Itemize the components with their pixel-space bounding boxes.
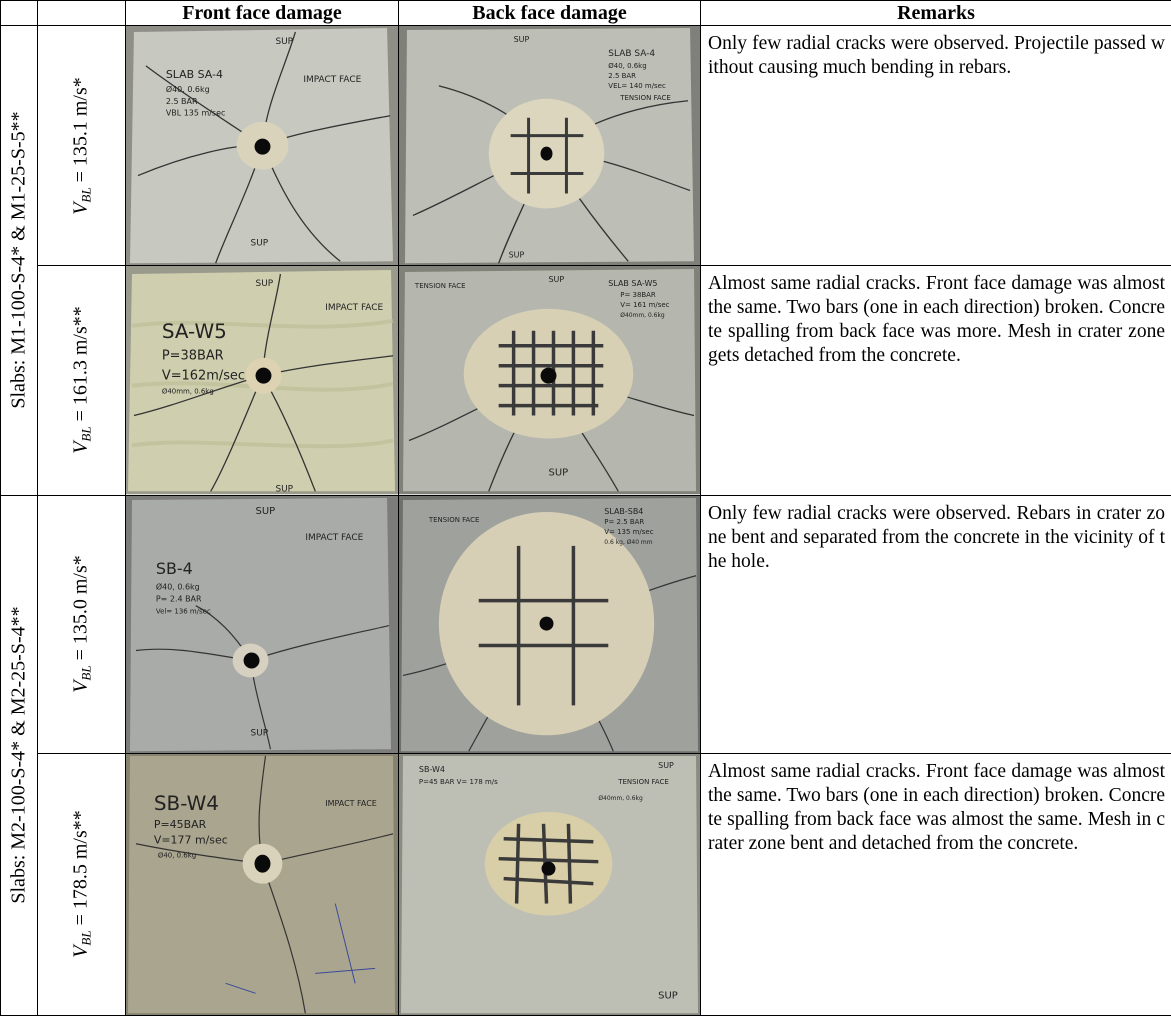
svg-text:P= 2.5 BAR: P= 2.5 BAR bbox=[604, 517, 644, 525]
svg-text:SB-W4: SB-W4 bbox=[154, 792, 219, 815]
remark-cell: Almost same radial cracks. Front face da… bbox=[700, 265, 1171, 496]
remark-cell: Only few radial cracks were observed. Re… bbox=[700, 494, 1171, 754]
front-face-photo: SLAB SA-4 Ø40, 0.6kg 2.5 BAR VBL 135 m/s… bbox=[126, 26, 398, 266]
table-row: VBL = 178.5 m/s** SB-W4 bbox=[1, 752, 1171, 1017]
svg-text:SA-W5: SA-W5 bbox=[162, 320, 227, 343]
svg-text:P=38BAR: P=38BAR bbox=[162, 349, 224, 364]
svg-text:TENSION FACE: TENSION FACE bbox=[414, 282, 466, 290]
svg-text:Ø40, 0.6kg: Ø40, 0.6kg bbox=[608, 62, 646, 70]
remark-cell: Almost same radial cracks. Front face da… bbox=[700, 752, 1171, 1017]
front-photo-cell: SB-4 Ø40, 0.6kg P= 2.4 BAR Vel= 136 m/se… bbox=[125, 494, 399, 754]
remark-cell: Only few radial cracks were observed. Pr… bbox=[700, 24, 1171, 267]
group-label: Slabs: M2-100-S-4* & M2-25-S-4** bbox=[7, 606, 30, 904]
back-face-photo: SLAB SA-4 Ø40, 0.6kg 2.5 BAR VEL= 140 m/… bbox=[399, 26, 700, 266]
group-label: Slabs: M1-100-S-4* & M1-25-S-5** bbox=[7, 111, 30, 409]
velocity-label: VBL = 161.3 m/s** bbox=[69, 306, 93, 455]
svg-text:SUP: SUP bbox=[256, 506, 276, 517]
svg-text:SUP: SUP bbox=[549, 468, 569, 479]
svg-text:Ø40mm, 0.6kg: Ø40mm, 0.6kg bbox=[620, 312, 665, 319]
back-photo-cell: SB-W4 P=45 BAR V= 178 m/s Ø40mm, 0.6kg S… bbox=[398, 752, 701, 1017]
svg-text:SUP: SUP bbox=[658, 761, 674, 770]
group-label-cell: Slabs: M1-100-S-4* & M1-25-S-5** bbox=[0, 25, 38, 496]
svg-text:SLAB SA-4: SLAB SA-4 bbox=[608, 49, 655, 59]
svg-text:0.6 kg, Ø40 mm: 0.6 kg, Ø40 mm bbox=[604, 538, 652, 545]
table-row: VBL = 161.3 m/s** bbox=[1, 265, 1171, 496]
back-photo-cell: SLAB-SB4 P= 2.5 BAR V= 135 m/sec 0.6 kg,… bbox=[398, 494, 701, 754]
svg-text:P=45 BAR V= 178 m/s: P=45 BAR V= 178 m/s bbox=[419, 778, 498, 786]
front-photo-cell: SB-W4 P=45BAR V=177 m/sec Ø40, 0.6kg IMP… bbox=[125, 752, 399, 1017]
back-face-photo: SLAB-SB4 P= 2.5 BAR V= 135 m/sec 0.6 kg,… bbox=[399, 495, 700, 753]
svg-text:2.5 BAR: 2.5 BAR bbox=[608, 72, 636, 80]
svg-text:IMPACT FACE: IMPACT FACE bbox=[325, 799, 377, 808]
svg-text:Ø40, 0.6kg: Ø40, 0.6kg bbox=[166, 84, 210, 94]
svg-text:Ø40mm, 0.6kg: Ø40mm, 0.6kg bbox=[598, 795, 643, 802]
svg-text:2.5 BAR: 2.5 BAR bbox=[166, 97, 198, 106]
svg-text:IMPACT FACE: IMPACT FACE bbox=[305, 532, 363, 542]
header-row: Front face damage Back face damage Remar… bbox=[0, 0, 1171, 26]
velocity-label: VBL = 135.0 m/s* bbox=[69, 555, 93, 693]
svg-text:P= 38BAR: P= 38BAR bbox=[620, 291, 656, 299]
svg-text:SUP: SUP bbox=[275, 485, 293, 495]
svg-text:SUP: SUP bbox=[251, 728, 269, 738]
svg-text:Ø40, 0.6kg: Ø40, 0.6kg bbox=[158, 851, 196, 859]
svg-text:Vel= 136 m/sec: Vel= 136 m/sec bbox=[156, 607, 211, 615]
velocity-cell: VBL = 135.1 m/s* bbox=[37, 24, 126, 267]
svg-text:SB-4: SB-4 bbox=[156, 558, 193, 577]
velocity-cell: VBL = 135.0 m/s* bbox=[37, 494, 126, 754]
svg-text:TENSION FACE: TENSION FACE bbox=[617, 778, 669, 786]
svg-text:V= 161 m/sec: V= 161 m/sec bbox=[620, 301, 669, 309]
svg-text:SUP: SUP bbox=[251, 238, 269, 248]
svg-text:SUP: SUP bbox=[275, 37, 293, 47]
svg-text:SUP: SUP bbox=[549, 275, 565, 284]
velocity-label: VBL = 135.1 m/s* bbox=[69, 76, 93, 215]
svg-text:TENSION FACE: TENSION FACE bbox=[428, 515, 480, 523]
svg-text:IMPACT FACE: IMPACT FACE bbox=[325, 303, 383, 313]
svg-text:V= 135 m/sec: V= 135 m/sec bbox=[604, 527, 653, 535]
velocity-cell: VBL = 178.5 m/s** bbox=[37, 752, 126, 1017]
svg-text:SUP: SUP bbox=[256, 279, 274, 289]
svg-text:P=45BAR: P=45BAR bbox=[154, 818, 207, 831]
svg-text:VEL= 140 m/sec: VEL= 140 m/sec bbox=[608, 82, 666, 90]
svg-text:SUP: SUP bbox=[509, 250, 525, 259]
table-row: Slabs: M2-100-S-4* & M2-25-S-4** VBL = 1… bbox=[0, 494, 1171, 1017]
svg-text:VBL 135 m/sec: VBL 135 m/sec bbox=[166, 109, 226, 118]
svg-text:V=177 m/sec: V=177 m/sec bbox=[154, 833, 228, 846]
front-photo-cell: SA-W5 P=38BAR V=162m/sec Ø40mm, 0.6kg SU… bbox=[125, 265, 399, 496]
front-face-photo: SB-4 Ø40, 0.6kg P= 2.4 BAR Vel= 136 m/se… bbox=[126, 495, 398, 753]
velocity-label: VBL = 178.5 m/s** bbox=[69, 810, 93, 959]
svg-text:SUP: SUP bbox=[658, 990, 678, 1001]
velocity-cell: VBL = 161.3 m/s** bbox=[37, 265, 126, 496]
svg-text:Ø40mm, 0.6kg: Ø40mm, 0.6kg bbox=[162, 388, 214, 396]
svg-text:SUP: SUP bbox=[514, 35, 530, 44]
svg-text:Ø40, 0.6kg: Ø40, 0.6kg bbox=[156, 581, 200, 591]
svg-text:V=162m/sec: V=162m/sec bbox=[162, 369, 245, 384]
table-row: Slabs: M1-100-S-4* & M1-25-S-5** VBL = 1… bbox=[0, 24, 1171, 496]
svg-text:SB-W4: SB-W4 bbox=[419, 765, 445, 774]
back-face-photo: SB-W4 P=45 BAR V= 178 m/s Ø40mm, 0.6kg S… bbox=[399, 753, 700, 1015]
svg-text:SLAB-SB4: SLAB-SB4 bbox=[604, 507, 643, 516]
header-front: Front face damage bbox=[125, 0, 399, 26]
svg-text:SLAB SA-W5: SLAB SA-W5 bbox=[608, 279, 657, 288]
back-photo-cell: SLAB SA-4 Ø40, 0.6kg 2.5 BAR VEL= 140 m/… bbox=[398, 24, 701, 267]
header-blank-2 bbox=[37, 0, 126, 26]
front-face-photo: SA-W5 P=38BAR V=162m/sec Ø40mm, 0.6kg SU… bbox=[126, 266, 398, 495]
header-blank-1 bbox=[0, 0, 38, 26]
svg-text:IMPACT FACE: IMPACT FACE bbox=[303, 75, 361, 85]
group-label-cell: Slabs: M2-100-S-4* & M2-25-S-4** bbox=[0, 494, 38, 1017]
back-photo-cell: SLAB SA-W5 P= 38BAR V= 161 m/sec Ø40mm, … bbox=[398, 265, 701, 496]
svg-text:SLAB SA-4: SLAB SA-4 bbox=[166, 68, 223, 81]
front-photo-cell: SLAB SA-4 Ø40, 0.6kg 2.5 BAR VBL 135 m/s… bbox=[125, 24, 399, 267]
front-face-photo: SB-W4 P=45BAR V=177 m/sec Ø40, 0.6kg IMP… bbox=[126, 753, 398, 1015]
svg-text:TENSION FACE: TENSION FACE bbox=[619, 94, 671, 102]
header-remarks: Remarks bbox=[700, 0, 1171, 26]
svg-text:P= 2.4 BAR: P= 2.4 BAR bbox=[156, 594, 202, 603]
back-face-photo: SLAB SA-W5 P= 38BAR V= 161 m/sec Ø40mm, … bbox=[399, 266, 700, 495]
header-back: Back face damage bbox=[398, 0, 701, 26]
